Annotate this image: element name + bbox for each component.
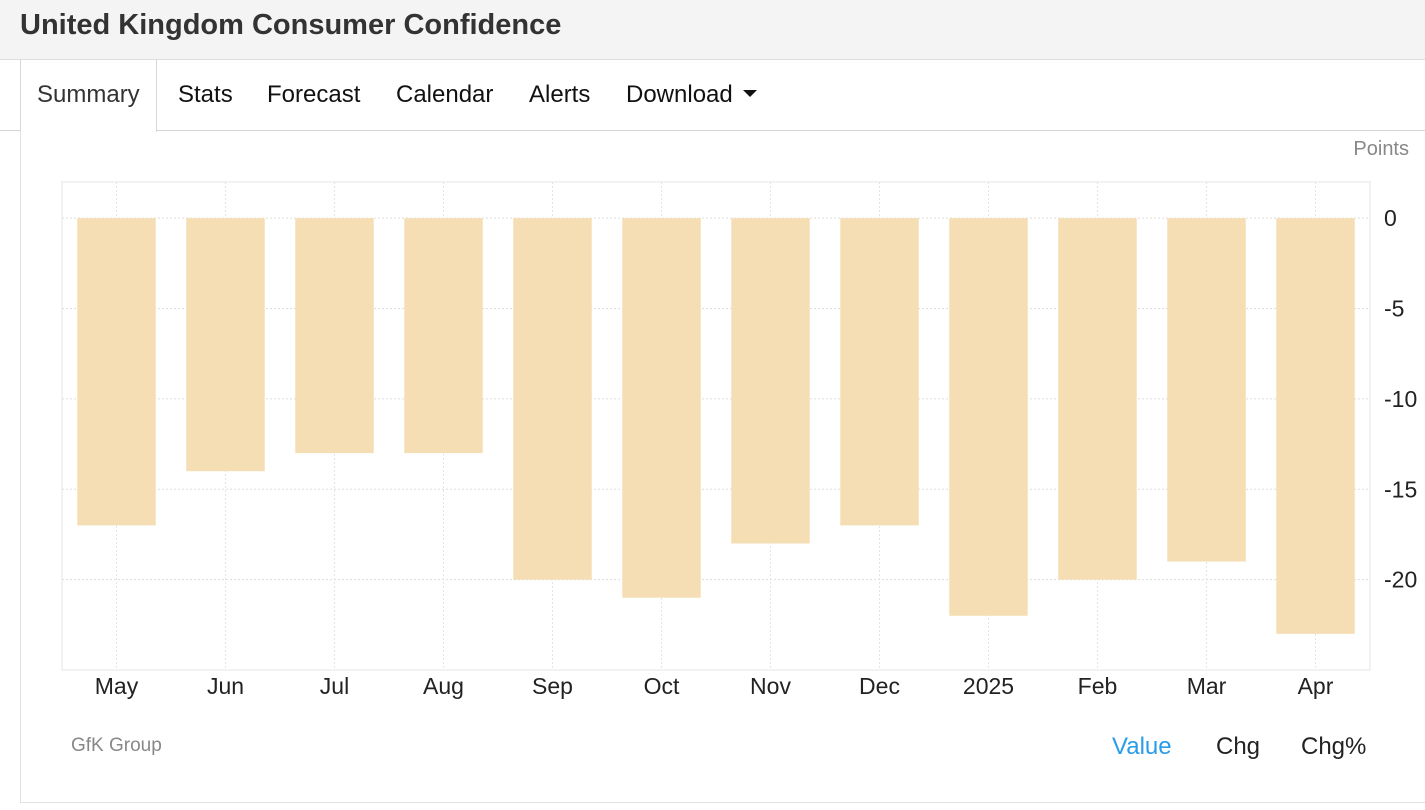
- x-tick-label: Nov: [750, 673, 791, 699]
- plot-frame: [61, 181, 1371, 671]
- value-toggle[interactable]: Value: [1112, 733, 1172, 760]
- y-tick-label: -20: [1384, 567, 1417, 593]
- x-tick-label: Mar: [1187, 673, 1227, 699]
- tab-alerts[interactable]: Alerts: [529, 81, 591, 108]
- tab-bar: Summary Stats Forecast Calendar Alerts D…: [0, 60, 1425, 132]
- bar-jul: [295, 218, 374, 454]
- bar-apr: [1276, 218, 1355, 634]
- tab-stats[interactable]: Stats: [178, 81, 233, 108]
- tab-download[interactable]: Download: [626, 60, 757, 131]
- source-label: GfK Group: [71, 735, 162, 756]
- page-header: United Kingdom Consumer Confidence: [0, 0, 1425, 60]
- tab-forecast[interactable]: Forecast: [267, 81, 361, 108]
- y-unit-label: Points: [1353, 138, 1409, 160]
- bar-aug: [404, 218, 483, 454]
- tab-calendar[interactable]: Calendar: [396, 81, 494, 108]
- y-tick-label: 0: [1384, 205, 1397, 231]
- bar-dec: [840, 218, 919, 526]
- tab-download-label: Download: [626, 81, 733, 108]
- chg-toggle[interactable]: Chg: [1216, 733, 1261, 760]
- bar-feb: [1058, 218, 1137, 580]
- bar-oct: [622, 218, 701, 598]
- bar-jun: [186, 218, 265, 472]
- x-tick-label: Dec: [859, 673, 900, 699]
- y-tick-label: -10: [1384, 386, 1417, 412]
- x-tick-label: May: [95, 673, 139, 699]
- x-tick-label: Oct: [644, 673, 680, 699]
- bar-mar: [1167, 218, 1246, 562]
- bar-2025: [949, 218, 1028, 616]
- y-tick-label: -15: [1384, 476, 1417, 502]
- x-tick-label: Jul: [320, 673, 349, 699]
- x-tick-label: Aug: [423, 673, 464, 699]
- page-title: United Kingdom Consumer Confidence: [20, 9, 562, 41]
- bar-chart: 0 -5 -10 -15 -20 May Jun Jul Aug Sep Oct Nov Dec 2025…: [61, 181, 1417, 699]
- caret-down-icon: [742, 90, 757, 98]
- chart-panel: Points 0 -5 -10 -15 -20 May Jun Jul Aug Sep Oct Nov…: [20, 131, 1425, 803]
- x-tick-label: Feb: [1078, 673, 1118, 699]
- x-tick-label: Apr: [1298, 673, 1334, 699]
- chg-percent-toggle[interactable]: Chg%: [1301, 733, 1367, 760]
- y-tick-label: -5: [1384, 296, 1404, 322]
- bar-sep: [513, 218, 592, 580]
- tab-summary[interactable]: Summary: [20, 60, 157, 132]
- bar-nov: [731, 218, 810, 544]
- x-tick-label: Sep: [532, 673, 573, 699]
- x-tick-label: Jun: [207, 673, 244, 699]
- x-tick-label: 2025: [963, 673, 1014, 699]
- bar-may: [77, 218, 156, 526]
